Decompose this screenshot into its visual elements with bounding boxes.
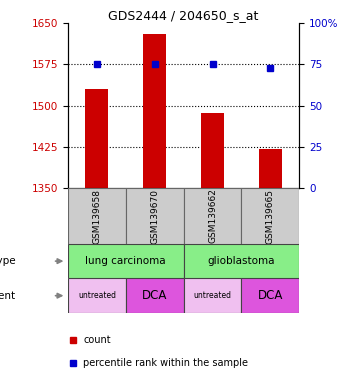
Bar bbox=[241, 188, 299, 244]
Bar bbox=[126, 188, 184, 244]
Bar bbox=[184, 278, 241, 313]
Text: GSM139658: GSM139658 bbox=[92, 189, 101, 243]
Text: agent: agent bbox=[0, 291, 15, 301]
Bar bbox=[241, 278, 299, 313]
Text: untreated: untreated bbox=[193, 291, 232, 300]
Text: percentile rank within the sample: percentile rank within the sample bbox=[83, 358, 248, 368]
Bar bbox=[143, 34, 166, 188]
Text: glioblastoma: glioblastoma bbox=[208, 256, 275, 266]
Bar bbox=[201, 113, 224, 188]
Bar bbox=[85, 89, 108, 188]
Bar bbox=[68, 188, 126, 244]
Text: DCA: DCA bbox=[142, 289, 167, 302]
Bar bbox=[259, 149, 282, 188]
Text: count: count bbox=[83, 335, 111, 345]
Bar bbox=[184, 188, 241, 244]
Bar bbox=[68, 244, 184, 278]
Text: GSM139665: GSM139665 bbox=[266, 189, 275, 243]
Text: GSM139662: GSM139662 bbox=[208, 189, 217, 243]
Bar bbox=[68, 278, 126, 313]
Text: untreated: untreated bbox=[78, 291, 116, 300]
Text: cell type: cell type bbox=[0, 256, 15, 266]
Text: GSM139670: GSM139670 bbox=[150, 189, 159, 243]
Bar bbox=[126, 278, 184, 313]
Title: GDS2444 / 204650_s_at: GDS2444 / 204650_s_at bbox=[108, 9, 259, 22]
Text: lung carcinoma: lung carcinoma bbox=[85, 256, 166, 266]
Bar bbox=[184, 244, 299, 278]
Text: DCA: DCA bbox=[258, 289, 283, 302]
